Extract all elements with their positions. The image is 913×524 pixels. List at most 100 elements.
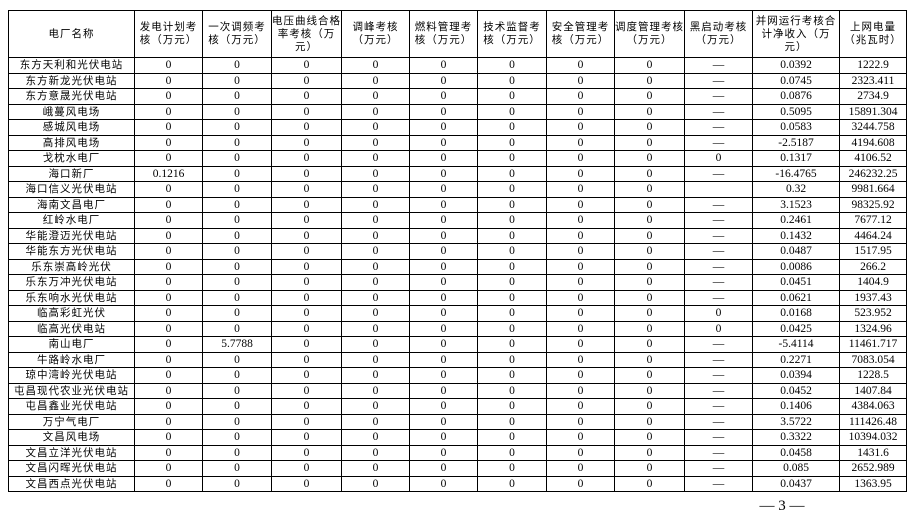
value-cell: 0 xyxy=(341,398,410,415)
value-cell: 0 xyxy=(477,475,547,492)
value-cell: 0 xyxy=(614,460,685,477)
value-cell: 0 xyxy=(477,212,547,229)
value-cell: 0 xyxy=(341,274,410,291)
value-cell xyxy=(684,181,753,198)
table-row: 东方新龙光伏电站 0 0 0 0 0 0 0 0—0.0745 2323.411 xyxy=(8,72,907,89)
value-cell: 0 xyxy=(477,72,547,89)
value-cell: 0 xyxy=(271,305,342,322)
value-cell: 0 xyxy=(341,119,410,136)
value-cell: 0 xyxy=(477,196,547,213)
value-cell: 0 xyxy=(409,227,478,244)
value-cell: 0 xyxy=(202,289,272,306)
value-cell: 0 xyxy=(409,305,478,322)
value-cell: 0 xyxy=(134,351,203,368)
value-cell: 0 xyxy=(546,134,615,151)
table-row: 海口新厂 0.1216 0 0 0 0 0 0 0— -16.4765 246232.25 xyxy=(8,165,907,182)
value-cell: 0 xyxy=(202,258,272,275)
value-cell: 0 xyxy=(614,119,685,136)
value-cell: 0 xyxy=(477,382,547,399)
assessment-table: 电厂名称 发电计划考核（万元） 一次调频考核（万元） 电压曲线合格率考核（万元） 调峰考… xyxy=(8,10,907,492)
value-cell: 0 xyxy=(202,367,272,384)
value-cell: 0 xyxy=(271,72,342,89)
value-cell: 0 xyxy=(614,475,685,492)
value-cell: 0 xyxy=(614,103,685,120)
table-row: 临高光伏电站 0 0 0 0 0 0 0 0 0 0.0425 1324.96 xyxy=(8,320,907,337)
value-cell: 0 xyxy=(341,351,410,368)
value-cell: 0 xyxy=(546,413,615,430)
value-cell: 0.0452 xyxy=(752,382,840,399)
value-cell: 0 xyxy=(477,305,547,322)
value-cell: 98325.92 xyxy=(839,196,907,213)
value-cell: 0 xyxy=(134,212,203,229)
value-cell: — xyxy=(684,351,753,368)
column-header: 燃料管理考核（万元） xyxy=(409,10,478,58)
value-cell: — xyxy=(684,72,753,89)
value-cell: 0 xyxy=(202,475,272,492)
plant-name-cell: 红岭水电厂 xyxy=(8,212,135,229)
value-cell: 0 xyxy=(614,165,685,182)
value-cell: 0 xyxy=(271,351,342,368)
value-cell: 0 xyxy=(134,72,203,89)
value-cell: 0 xyxy=(614,134,685,151)
value-cell: 0 xyxy=(271,243,342,260)
value-cell: 0 xyxy=(614,429,685,446)
value-cell: 0 xyxy=(409,475,478,492)
value-cell: 0 xyxy=(341,444,410,461)
value-cell: 0 xyxy=(202,72,272,89)
value-cell: 0.0168 xyxy=(752,305,840,322)
value-cell: -5.4114 xyxy=(752,336,840,353)
value-cell: 0 xyxy=(271,103,342,120)
value-cell: — xyxy=(684,367,753,384)
table-row: 华能澄迈光伏电站 0 0 0 0 0 0 0 0—0.1432 4464.24 xyxy=(8,227,907,244)
value-cell: 0 xyxy=(271,289,342,306)
value-cell: 0 xyxy=(202,119,272,136)
value-cell: 1407.84 xyxy=(839,382,907,399)
value-cell: 0 xyxy=(546,305,615,322)
value-cell: 4194.608 xyxy=(839,134,907,151)
value-cell: 0 xyxy=(546,57,615,74)
table-row: 峨蔓风电场 0 0 0 0 0 0 0 0—0.5095 15891.304 xyxy=(8,103,907,120)
value-cell: 0 xyxy=(477,460,547,477)
value-cell: 0 xyxy=(409,444,478,461)
value-cell: — xyxy=(684,243,753,260)
value-cell: 0 xyxy=(202,150,272,167)
plant-name-cell: 华能澄迈光伏电站 xyxy=(8,227,135,244)
value-cell: 0 xyxy=(614,367,685,384)
value-cell: -2.5187 xyxy=(752,134,840,151)
value-cell: 0 xyxy=(546,274,615,291)
value-cell: 0 xyxy=(341,57,410,74)
value-cell: 4106.52 xyxy=(839,150,907,167)
value-cell: 0 xyxy=(134,196,203,213)
plant-name-cell: 文昌西点光伏电站 xyxy=(8,475,135,492)
value-cell: 0 xyxy=(341,196,410,213)
value-cell: 0 xyxy=(134,119,203,136)
plant-name-cell: 海口信义光伏电站 xyxy=(8,181,135,198)
value-cell: 0 xyxy=(341,103,410,120)
value-cell: 0 xyxy=(134,88,203,105)
value-cell: 0.2461 xyxy=(752,212,840,229)
value-cell: 0 xyxy=(341,165,410,182)
value-cell: — xyxy=(684,336,753,353)
value-cell: 0.0487 xyxy=(752,243,840,260)
value-cell: 0 xyxy=(134,382,203,399)
value-cell: 0 xyxy=(341,429,410,446)
value-cell: 0.0392 xyxy=(752,57,840,74)
value-cell: 0 xyxy=(202,413,272,430)
value-cell: 0 xyxy=(477,258,547,275)
value-cell: 0 xyxy=(546,475,615,492)
column-header: 调度管理考核（万元） xyxy=(614,10,685,58)
plant-name-cell: 高排风电场 xyxy=(8,134,135,151)
value-cell: 0.0394 xyxy=(752,367,840,384)
value-cell: 0.0425 xyxy=(752,320,840,337)
value-cell: 1324.96 xyxy=(839,320,907,337)
plant-name-cell: 琼中湾岭光伏电站 xyxy=(8,367,135,384)
value-cell: 11461.717 xyxy=(839,336,907,353)
column-header: 上网电量（兆瓦时） xyxy=(839,10,907,58)
value-cell: 0.085 xyxy=(752,460,840,477)
plant-name-cell: 万宁气电厂 xyxy=(8,413,135,430)
value-cell: 0 xyxy=(271,227,342,244)
value-cell: 0.0621 xyxy=(752,289,840,306)
value-cell: 0 xyxy=(546,88,615,105)
value-cell: 0 xyxy=(614,88,685,105)
value-cell: 0 xyxy=(271,398,342,415)
